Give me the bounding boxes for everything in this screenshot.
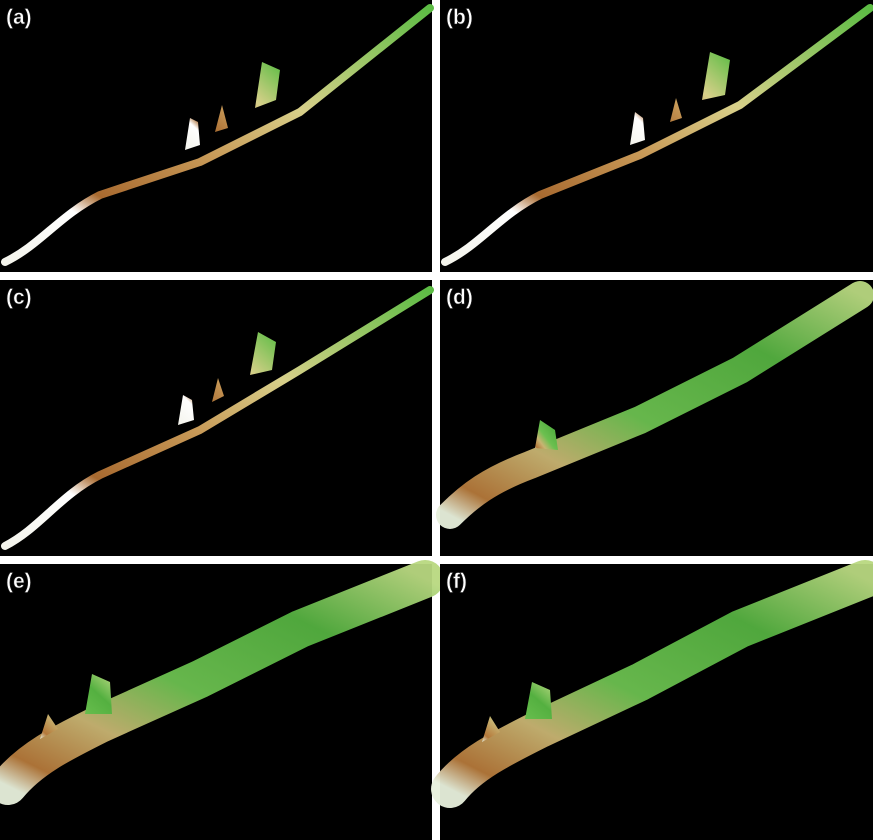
panel-b: (b) <box>440 0 873 272</box>
panel-label: (a) <box>6 6 32 29</box>
panel-f: (f) <box>431 560 873 840</box>
panel-label: (d) <box>446 286 473 309</box>
panel-label: (c) <box>6 286 32 309</box>
panel-label: (e) <box>6 570 32 593</box>
panel-label: (f) <box>446 570 467 593</box>
panel-c: (c) <box>0 280 434 556</box>
panel-a: (a) <box>0 0 434 272</box>
panel-label: (b) <box>446 6 473 29</box>
panel-d: (d) <box>436 280 873 556</box>
panel-e: (e) <box>0 560 444 840</box>
